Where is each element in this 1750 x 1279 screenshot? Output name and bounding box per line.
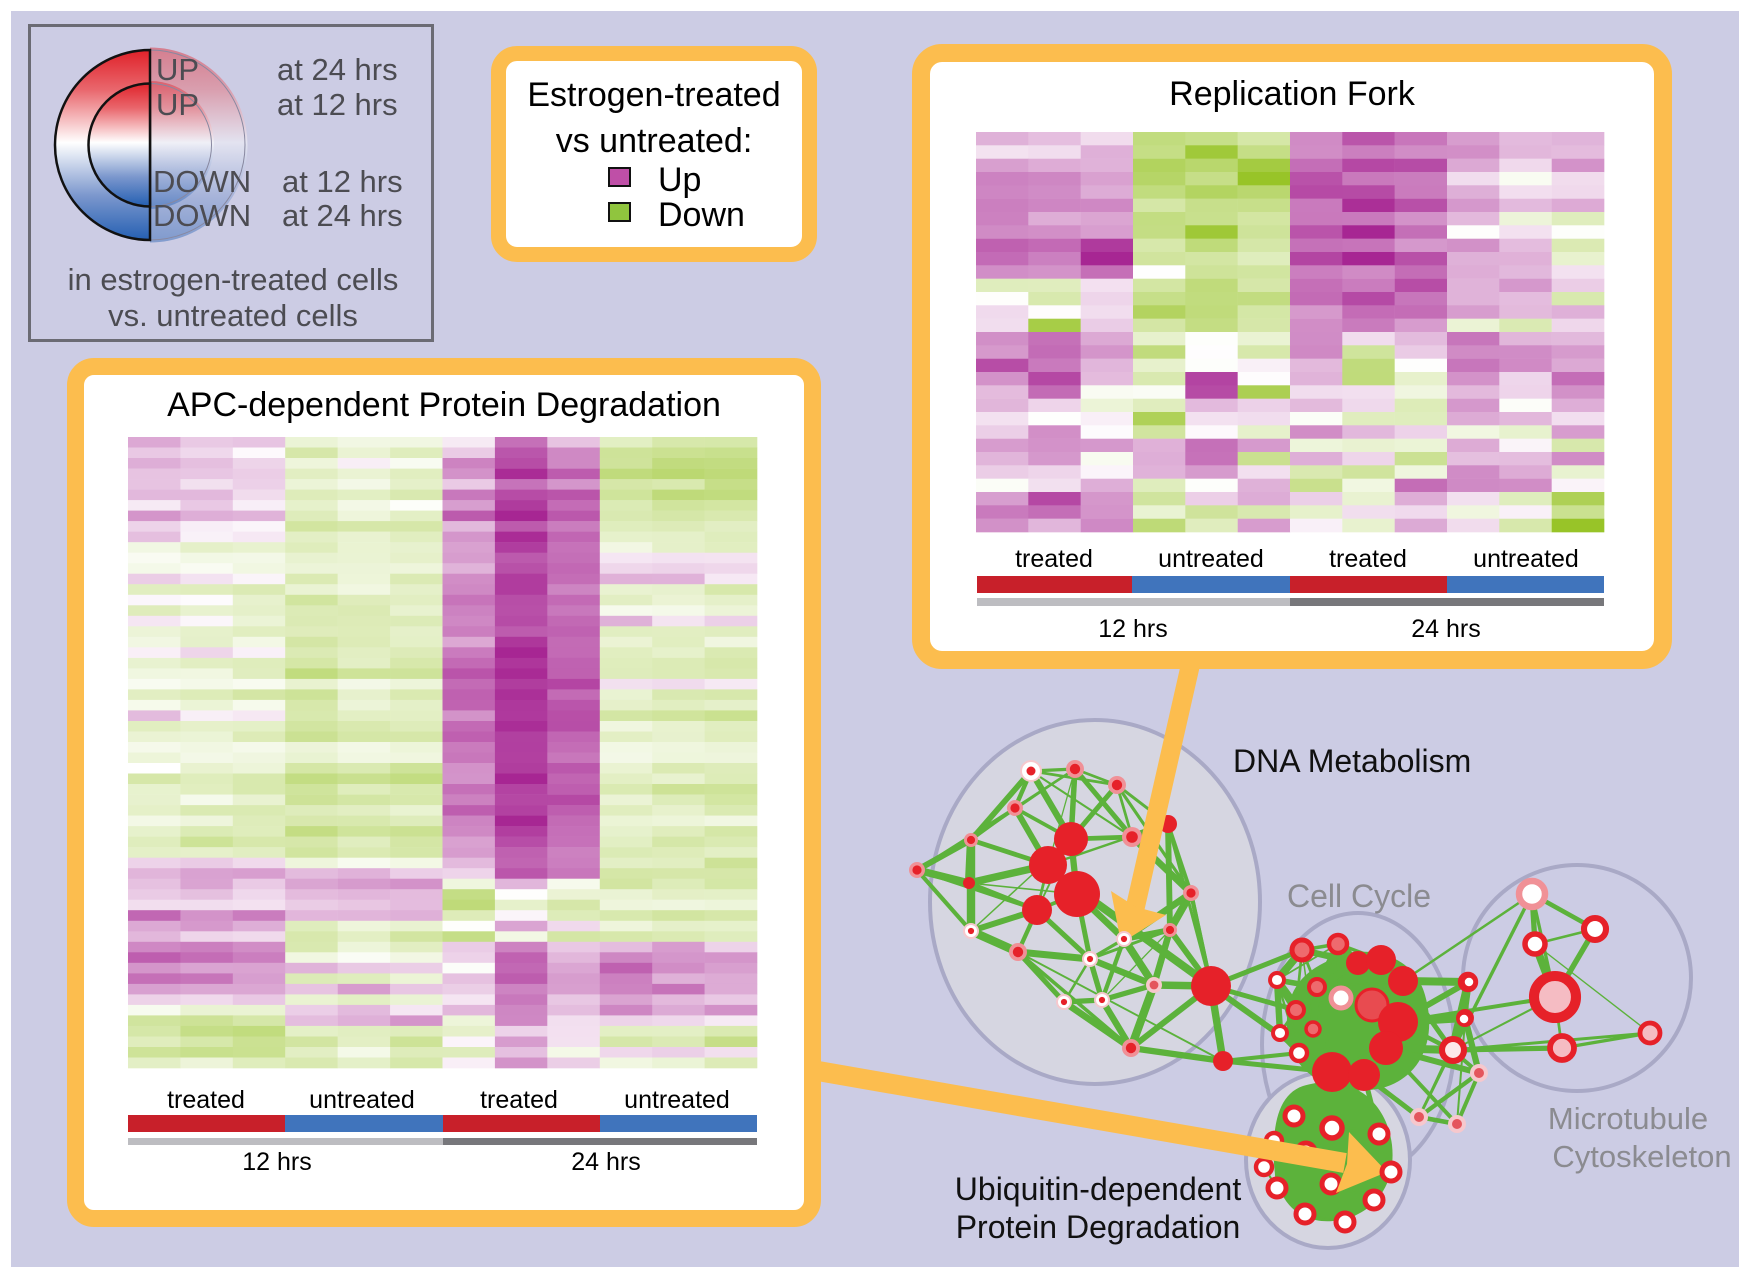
svg-text:Cytoskeleton: Cytoskeleton	[1552, 1139, 1731, 1174]
svg-text:Ubiquitin-dependent: Ubiquitin-dependent	[955, 1171, 1242, 1207]
svg-text:Protein Degradation: Protein Degradation	[956, 1209, 1241, 1245]
svg-text:Microtubule: Microtubule	[1548, 1101, 1708, 1136]
svg-text:Cell Cycle: Cell Cycle	[1287, 878, 1431, 914]
svg-text:DNA Metabolism: DNA Metabolism	[1233, 743, 1471, 779]
